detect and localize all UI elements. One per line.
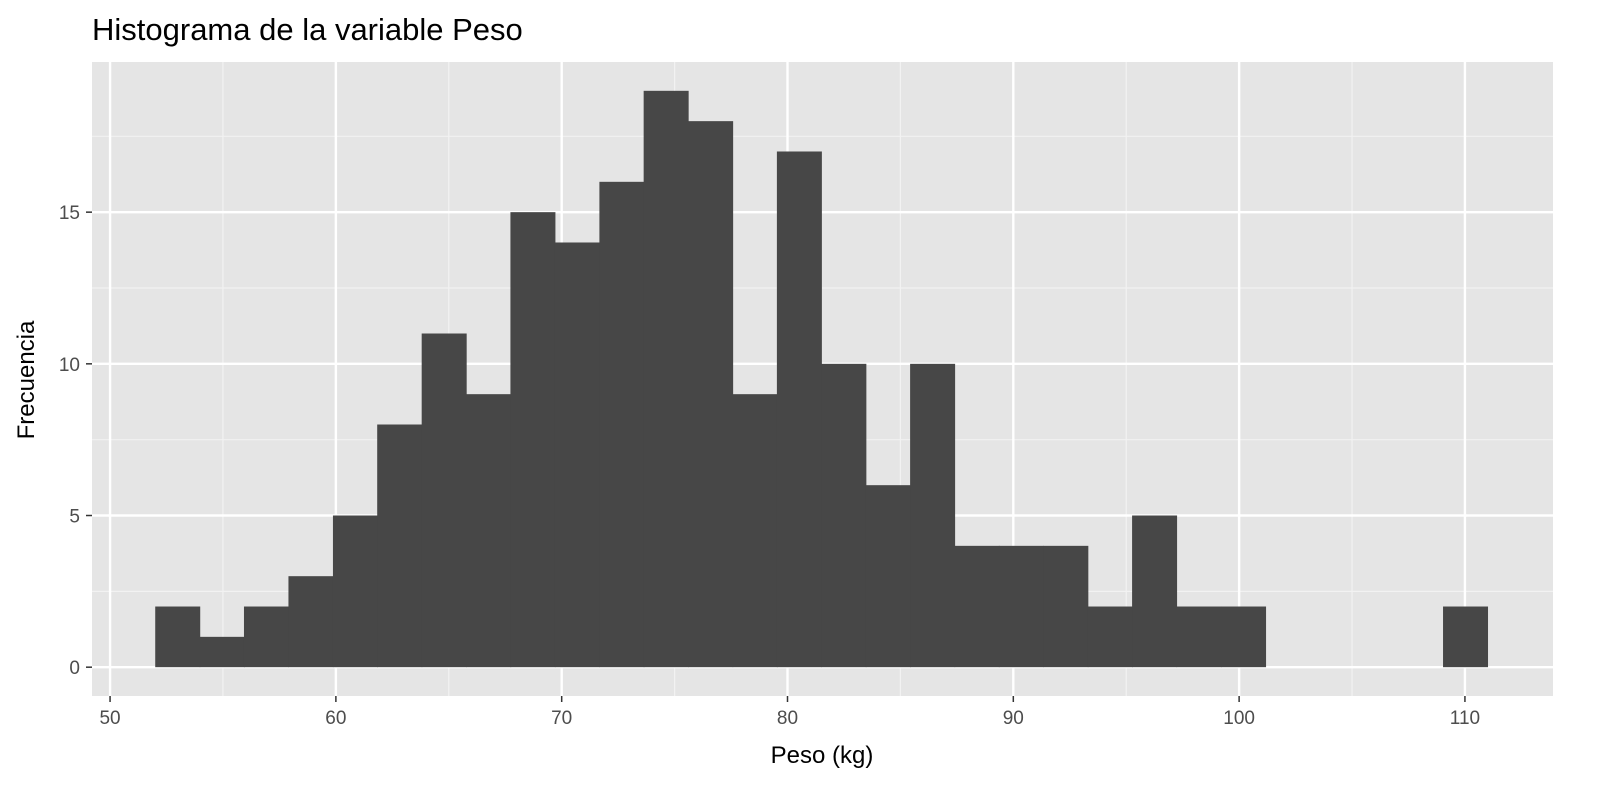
x-tick-label: 70 xyxy=(551,708,572,729)
y-tick-label: 0 xyxy=(69,658,80,679)
histogram-bar xyxy=(1087,606,1133,668)
x-tick-label: 60 xyxy=(325,708,346,729)
histogram-bar xyxy=(1443,606,1489,668)
histogram-bar xyxy=(732,394,778,668)
histogram-bar xyxy=(243,606,289,668)
y-tick-label: 5 xyxy=(69,507,80,528)
histogram-bar xyxy=(688,121,734,668)
histogram-bar xyxy=(421,333,467,668)
histogram-bar xyxy=(466,394,512,668)
y-tick-label: 15 xyxy=(59,203,80,224)
histogram-bar xyxy=(776,151,822,668)
histogram-bars xyxy=(155,90,1489,668)
histogram-bar xyxy=(599,181,645,668)
histogram-bar xyxy=(1132,515,1178,668)
histogram-bar xyxy=(199,636,245,668)
histogram-bar xyxy=(643,90,689,668)
x-tick-label: 80 xyxy=(777,708,798,729)
histogram-bar xyxy=(1176,606,1222,668)
histogram-bar xyxy=(332,515,378,668)
histogram-bar xyxy=(821,363,867,668)
x-axis: 50 60 70 80 90 100 110 xyxy=(99,696,1480,729)
y-axis: 0 5 10 15 xyxy=(59,203,92,679)
x-tick-label: 110 xyxy=(1450,708,1480,729)
histogram-bar xyxy=(865,485,911,668)
y-axis-title: Frecuencia xyxy=(13,320,40,439)
histogram-bar xyxy=(998,545,1044,668)
histogram-bar xyxy=(377,424,423,668)
y-tick-label: 10 xyxy=(59,355,80,376)
x-tick-label: 90 xyxy=(1003,708,1024,729)
histogram-bar xyxy=(554,242,600,668)
histogram-bar xyxy=(1043,545,1089,668)
x-tick-label: 100 xyxy=(1223,708,1255,729)
x-axis-title: Peso (kg) xyxy=(771,742,874,769)
histogram-bar xyxy=(510,212,556,668)
histogram-bar xyxy=(288,576,334,668)
chart-title: Histograma de la variable Peso xyxy=(92,12,523,47)
histogram-bar xyxy=(910,363,956,668)
histogram-bar xyxy=(954,545,1000,668)
histogram-bar xyxy=(155,606,201,668)
histogram-bar xyxy=(1221,606,1267,668)
x-tick-label: 50 xyxy=(99,708,120,729)
